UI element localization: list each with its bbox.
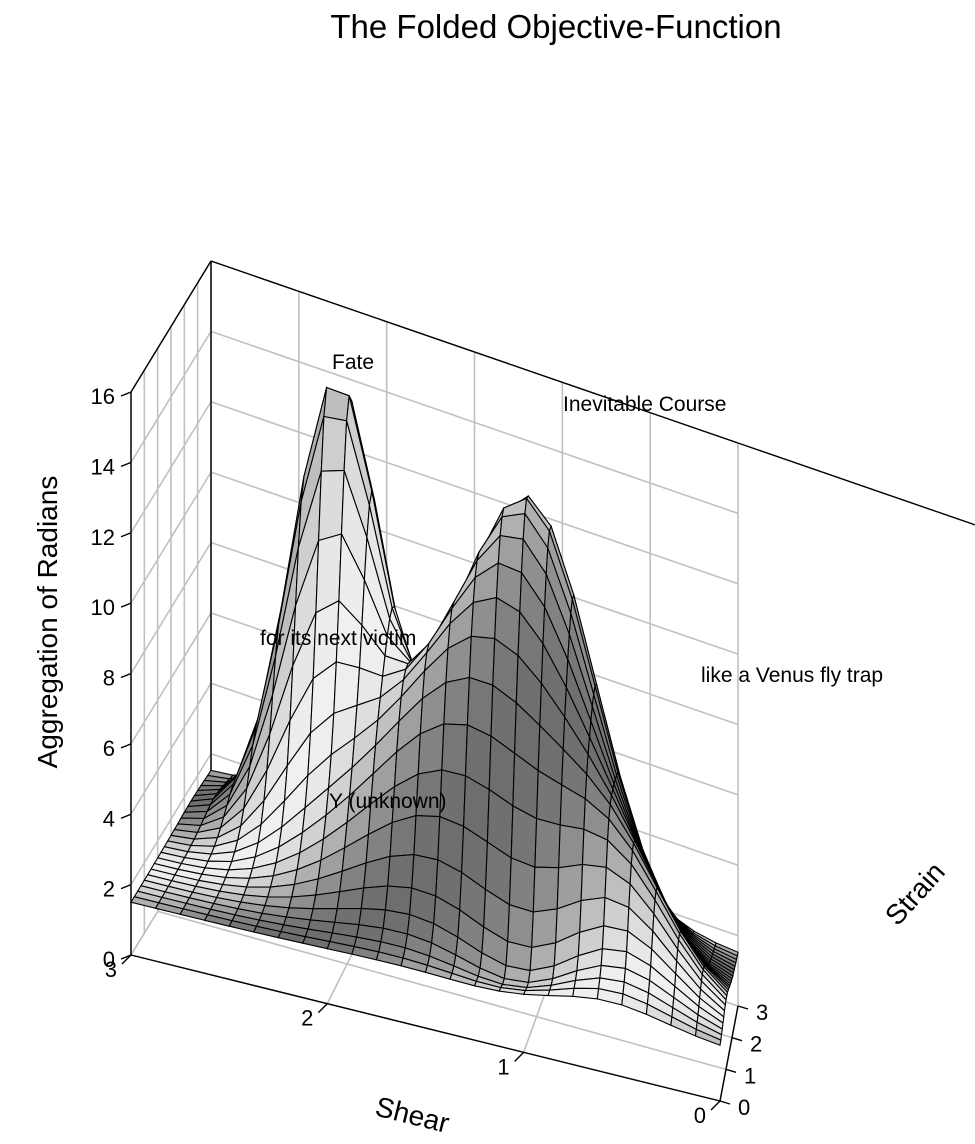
surface-patch	[190, 836, 219, 847]
z-tick-mark	[120, 743, 132, 749]
annotation-fate: Fate	[332, 351, 374, 374]
z-tick-mark	[120, 954, 132, 960]
surface-patch	[441, 723, 468, 777]
surface	[130, 386, 739, 1047]
surface-patch	[288, 894, 317, 910]
z-tick-label: 2	[103, 877, 115, 902]
surface-patch	[180, 810, 209, 820]
surface-patch	[468, 635, 496, 686]
surface-patch	[224, 867, 254, 879]
annotation-y-unknown: Y (unknown)	[329, 790, 447, 813]
x-tick-mark	[710, 1100, 721, 1111]
z-tick-mark	[120, 461, 132, 468]
z-tick-mark	[120, 672, 132, 679]
y-tick-label: 0	[738, 1095, 750, 1120]
surface-patch	[532, 866, 560, 913]
x-tick-label: 1	[497, 1054, 509, 1079]
z-tick-label: 14	[91, 454, 115, 479]
surface-patch	[320, 415, 348, 472]
surface-patch	[580, 863, 607, 902]
x-tick-label: 0	[694, 1103, 706, 1128]
surface-patch	[534, 817, 561, 869]
annotation-venus-fly-trap: like a Venus fly trap	[701, 664, 883, 687]
chart-title: The Folded Objective-Function	[330, 8, 781, 45]
z-tick-label: 8	[103, 666, 115, 691]
z-tick-label: 10	[91, 595, 115, 620]
surface-patch	[387, 854, 415, 889]
surface-patch	[336, 887, 365, 910]
surface-patch	[323, 386, 350, 422]
z-tick-mark	[120, 883, 132, 890]
x-tick-mark	[514, 1051, 525, 1062]
surface-patch	[531, 908, 558, 949]
surface-patch	[694, 1028, 722, 1047]
surface-patch	[318, 469, 345, 542]
surface-patch	[522, 989, 551, 997]
z-tick-label: 16	[91, 384, 115, 409]
y-tick-label: 1	[744, 1063, 756, 1088]
z-tick-mark	[120, 532, 132, 538]
annotation-inevitable-course: Inevitable Course	[563, 393, 726, 416]
x-tick-label: 2	[301, 1006, 313, 1031]
surface-patch	[558, 824, 585, 869]
y-tick-mark	[731, 1036, 743, 1042]
surface-patch	[547, 987, 575, 997]
y-tick-label: 3	[756, 1000, 768, 1025]
y-tick-mark	[737, 1005, 749, 1010]
surface-patch	[507, 903, 534, 949]
z-tick-label: 4	[103, 806, 115, 831]
surface-patch	[443, 676, 470, 726]
y-tick-mark	[719, 1100, 731, 1105]
grid-line-floor-y	[157, 910, 727, 1071]
z-tick-label: 0	[103, 947, 115, 972]
annotation-next-victim: for its next victim	[260, 627, 416, 650]
surface-patch	[508, 857, 536, 913]
y-axis-label: Strain	[879, 856, 951, 931]
z-tick-label: 6	[103, 736, 115, 761]
z-tick-mark	[120, 602, 132, 608]
z-tick-mark	[120, 391, 132, 397]
x-axis-line	[130, 954, 721, 1102]
x-axis-label: Shear	[372, 1091, 452, 1139]
x-tick-mark	[121, 954, 132, 965]
axis-frame-edge	[210, 260, 739, 444]
y-axis-line	[719, 1005, 739, 1102]
surface-patch	[470, 596, 498, 640]
surface-patch	[572, 987, 600, 1000]
z-axis-label: Aggregation of Radians	[32, 476, 63, 769]
axis-frame-edge	[737, 442, 975, 526]
surface-patch	[499, 512, 526, 540]
surface-patch	[389, 814, 417, 857]
x-tick-label: 3	[105, 957, 117, 982]
axis-frame-edge	[130, 260, 212, 393]
axis-frame	[130, 260, 975, 1102]
x-tick-mark	[317, 1003, 328, 1014]
z-tick-label: 12	[91, 525, 115, 550]
z-tick-mark	[120, 813, 132, 819]
y-tick-mark	[725, 1068, 737, 1074]
y-tick-label: 2	[750, 1032, 762, 1057]
surface-patch	[360, 885, 389, 911]
surface-patch	[413, 815, 441, 861]
